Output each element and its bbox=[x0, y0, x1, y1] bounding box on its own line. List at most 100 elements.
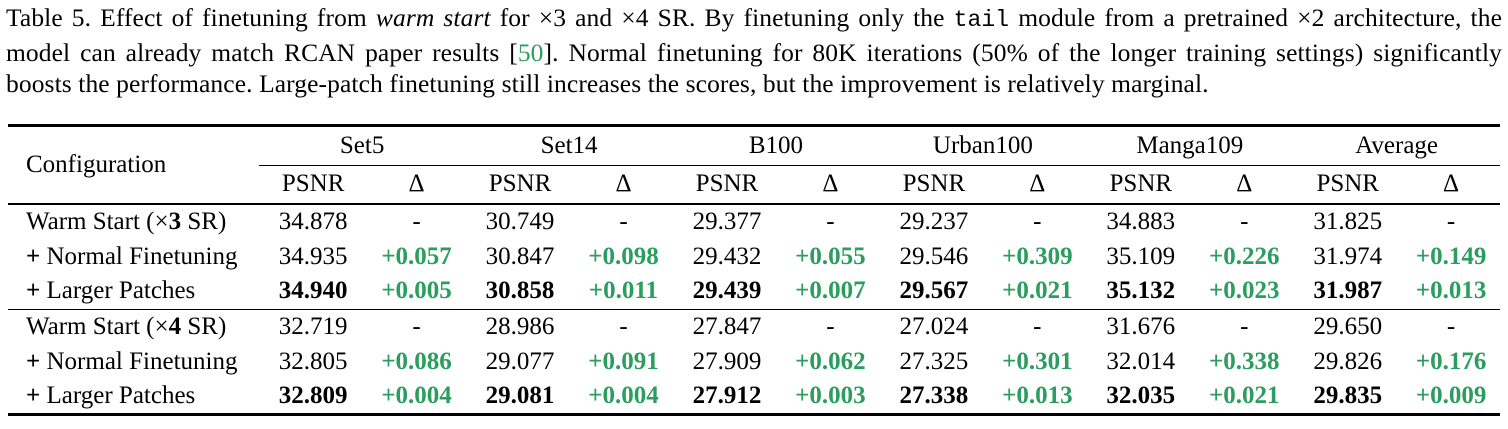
subheader-row: PSNR Δ PSNR Δ PSNR Δ PSNR Δ PSNR Δ PSNR Δ bbox=[8, 165, 1500, 204]
caption-segment: module from a pretrained bbox=[1009, 3, 1298, 32]
delta-header-b100: Δ bbox=[822, 170, 839, 198]
config-label-segment: Larger Patches bbox=[40, 277, 196, 305]
psnr-value: 29.432 bbox=[692, 242, 762, 270]
config-label-segment: + bbox=[26, 277, 41, 305]
psnr-value: 30.749 bbox=[485, 208, 555, 235]
delta-value: +0.091 bbox=[588, 347, 659, 375]
psnr-value: 31.825 bbox=[1313, 208, 1383, 235]
psnr-header-manga109: PSNR bbox=[1109, 170, 1173, 198]
psnr-value: 29.081 bbox=[485, 381, 555, 409]
delta-header-set14: Δ bbox=[615, 170, 632, 198]
delta-value: +0.011 bbox=[588, 277, 659, 305]
config-label-segment: SR) bbox=[181, 208, 227, 235]
delta-value: +0.004 bbox=[381, 381, 452, 409]
delta-value: +0.301 bbox=[1002, 347, 1073, 375]
psnr-value: 34.878 bbox=[278, 208, 348, 235]
caption-segment: ]. Normal finetuning for 80K iterations … bbox=[6, 37, 1503, 99]
delta-value: +0.062 bbox=[795, 347, 866, 375]
delta-value: +0.007 bbox=[795, 277, 866, 305]
delta-value: - bbox=[1402, 308, 1500, 344]
psnr-value: 27.847 bbox=[672, 308, 782, 344]
dataset-header-average: Average bbox=[1293, 125, 1500, 166]
psnr-value: 30.847 bbox=[485, 242, 555, 270]
table-header: Configuration Set5 Set14 B100 Urban100 Manga… bbox=[8, 125, 1500, 204]
table-body: Warm Start (×3 SR) 34.878-30.749-29.377-2… bbox=[8, 204, 1500, 414]
delta-value: +0.013 bbox=[1415, 277, 1487, 305]
delta-value: +0.013 bbox=[1002, 381, 1073, 409]
delta-value: - bbox=[412, 208, 421, 235]
caption-segment: SR. By finetuning only the bbox=[648, 3, 954, 32]
table-row: + Larger Patches 34.940 +0.005 30.858 +0.011… bbox=[8, 274, 1500, 309]
results-table: Configuration Set5 Set14 B100 Urban100 Manga… bbox=[8, 123, 1500, 416]
caption-segment: warm start bbox=[375, 3, 491, 32]
delta-header-average: Δ bbox=[1443, 170, 1460, 198]
psnr-value: 30.858 bbox=[485, 277, 555, 305]
config-label-segment: SR) bbox=[181, 312, 227, 340]
caption-segment: ×2 bbox=[1297, 3, 1325, 32]
delta-value: - bbox=[1195, 308, 1294, 344]
psnr-value: 27.909 bbox=[692, 347, 762, 375]
psnr-value: 27.024 bbox=[879, 308, 989, 344]
dataset-header-b100: B100 bbox=[672, 125, 880, 166]
config-label: + Normal Finetuning bbox=[8, 239, 259, 274]
citation-link[interactable]: 50 bbox=[517, 37, 544, 67]
config-label: + Normal Finetuning bbox=[8, 344, 259, 379]
dataset-header-set14: Set14 bbox=[465, 125, 673, 166]
config-label-segment: 3 bbox=[168, 208, 182, 235]
psnr-value: 34.883 bbox=[1106, 208, 1176, 235]
delta-value: +0.021 bbox=[1209, 381, 1280, 409]
delta-value: +0.004 bbox=[588, 381, 659, 409]
delta-value: +0.009 bbox=[1415, 381, 1487, 409]
psnr-value: 32.719 bbox=[258, 308, 368, 344]
delta-value: - bbox=[574, 308, 673, 344]
psnr-value: 27.912 bbox=[692, 381, 762, 409]
psnr-value: 31.974 bbox=[1313, 242, 1383, 270]
delta-header-manga109: Δ bbox=[1236, 170, 1253, 198]
psnr-value: 32.805 bbox=[278, 347, 348, 375]
caption-segment: tail bbox=[953, 7, 1010, 33]
caption-segment: ×3 bbox=[538, 3, 567, 32]
psnr-value: 29.826 bbox=[1313, 347, 1383, 375]
table-row: Warm Start (×3 SR) 34.878 - 30.749 - 29.377 - 2… bbox=[8, 204, 1500, 239]
psnr-value: 32.014 bbox=[1106, 347, 1176, 375]
delta-value: +0.055 bbox=[795, 242, 866, 270]
delta-value: +0.005 bbox=[381, 277, 452, 305]
dataset-header-set5: Set5 bbox=[258, 125, 466, 166]
config-label-segment: Normal Finetuning bbox=[40, 347, 238, 375]
caption-segment: and bbox=[566, 3, 622, 32]
delta-value: +0.086 bbox=[381, 347, 452, 375]
psnr-value: 27.325 bbox=[899, 347, 969, 375]
psnr-value: 32.035 bbox=[1106, 381, 1176, 409]
config-label: Warm Start (×3 SR) bbox=[8, 204, 259, 239]
psnr-value: 29.567 bbox=[899, 277, 969, 305]
table-row: + Normal Finetuning 34.935 +0.057 30.847 +0.… bbox=[8, 239, 1500, 274]
config-label-segment: Warm Start (× bbox=[26, 312, 169, 340]
table-row: + Larger Patches 32.809 +0.004 29.081 +0.004… bbox=[8, 379, 1500, 414]
psnr-value: 28.986 bbox=[465, 308, 575, 344]
caption-segment: Table 5. Effect of finetuning from bbox=[6, 3, 376, 32]
psnr-value: 35.132 bbox=[1106, 277, 1176, 305]
delta-value: +0.098 bbox=[588, 242, 659, 270]
caption-segment: for bbox=[490, 3, 539, 32]
config-label-segment: 4 bbox=[168, 312, 182, 340]
table-row: Warm Start (×4 SR) 32.719-28.986-27.847-2… bbox=[8, 308, 1500, 344]
psnr-header-set14: PSNR bbox=[488, 170, 552, 198]
psnr-value: 34.940 bbox=[278, 277, 348, 305]
delta-value: +0.338 bbox=[1209, 347, 1280, 375]
psnr-value: 34.935 bbox=[278, 242, 348, 270]
delta-value: - bbox=[1446, 208, 1456, 235]
delta-value: +0.176 bbox=[1415, 347, 1487, 375]
delta-value: - bbox=[619, 208, 628, 235]
delta-value: +0.057 bbox=[381, 242, 452, 270]
config-label-segment: Larger Patches bbox=[40, 381, 196, 409]
config-label-segment: Warm Start (× bbox=[26, 208, 169, 235]
psnr-value: 27.338 bbox=[899, 381, 969, 409]
delta-header-set5: Δ bbox=[408, 170, 425, 198]
delta-value: - bbox=[781, 308, 880, 344]
delta-value: +0.226 bbox=[1209, 242, 1280, 270]
config-label: Warm Start (×4 SR) bbox=[8, 308, 259, 344]
config-label: + Larger Patches bbox=[8, 274, 259, 309]
dataset-header-urban100: Urban100 bbox=[879, 125, 1087, 166]
delta-value: +0.149 bbox=[1415, 242, 1487, 270]
